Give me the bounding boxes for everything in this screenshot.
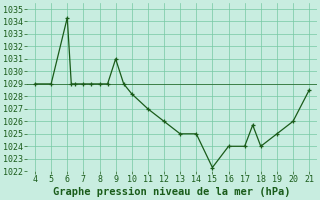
- X-axis label: Graphe pression niveau de la mer (hPa): Graphe pression niveau de la mer (hPa): [53, 187, 291, 197]
